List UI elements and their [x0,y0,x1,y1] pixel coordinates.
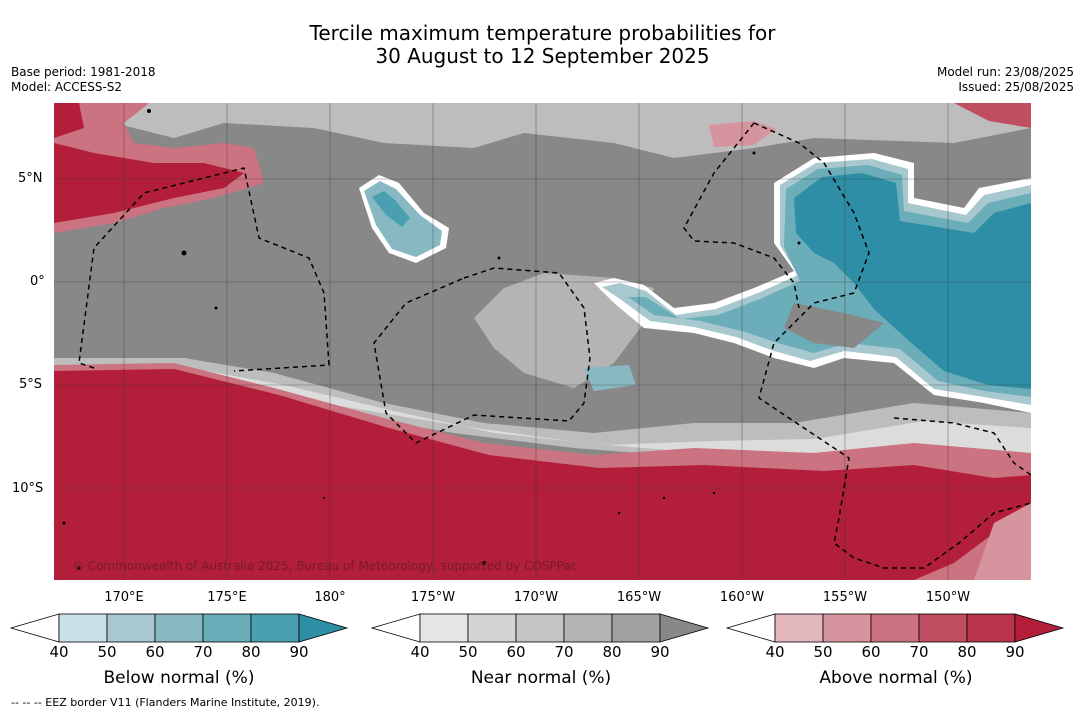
model-info: Base period: 1981-2018 Model: ACCESS-S2 [11,65,156,95]
tick-near-90: 90 [650,643,670,661]
tick-above-80: 80 [957,643,977,661]
lon-label-170e: 170°E [104,590,144,605]
graticule [54,103,1031,580]
legend-label-below: Below normal (%) [103,668,255,688]
lon-label-180: 180° [314,590,346,605]
tick-above-90: 90 [1005,643,1025,661]
near-normal-pale-south [54,365,1031,471]
lon-label-175e: 175°E [207,590,247,605]
below-normal-east-island [584,365,636,391]
lat-label-0: 0° [30,274,45,289]
title-line-1: Tercile maximum temperature probabilitie… [309,21,776,45]
colorbar-bin [106,613,156,643]
eez-border-west [78,167,330,372]
eez-border-southeast [893,417,1031,476]
below-normal-north-patch-core [372,191,410,227]
copyright-notice: © Commonwealth of Australia 2025, Bureau… [72,559,578,573]
lon-label-155w: 155°W [822,590,868,605]
tick-near-50: 50 [458,643,478,661]
tick-near-80: 80 [602,643,622,661]
colorbar-bin [154,613,204,643]
lon-label-165w: 165°W [616,590,662,605]
above-normal-northwest-edge [54,103,84,138]
colorbar-near-normal [371,613,710,643]
lat-label-5n: 5°N [18,171,43,186]
tick-below-70: 70 [193,643,213,661]
tick-above-60: 60 [861,643,881,661]
below-normal-east-core [794,173,1031,389]
above-normal-northeast [954,103,1031,128]
base-period: Base period: 1981-2018 [11,65,156,79]
run-info: Model run: 23/08/2025 Issued: 25/08/2025 [937,65,1074,95]
colorbar-extend-high [1014,613,1065,643]
lat-label-5s: 5°S [19,377,43,392]
eez-border-center [373,267,591,444]
lon-label-170w: 170°W [513,590,559,605]
above-normal-southeast-pale [974,503,1031,580]
tick-below-90: 90 [289,643,309,661]
eez-borders [78,122,1031,569]
colorbar-below-normal [10,613,349,643]
tick-above-50: 50 [813,643,833,661]
colorbar-bin [515,613,565,643]
colorbar-bin [870,613,920,643]
near-normal-light-center [474,273,654,388]
tick-below-50: 50 [97,643,117,661]
islands [62,109,801,570]
lat-label-10s: 10°S [12,481,44,496]
title-line-2: 30 August to 12 September 2025 [375,44,710,68]
lon-label-150w: 150°W [925,590,971,605]
colorbar-bin [611,613,661,643]
colorbar-extend-high [659,613,710,643]
above-normal-north-patch [709,121,776,147]
legend-label-near: Near normal (%) [470,668,612,688]
tick-below-60: 60 [145,643,165,661]
probability-map [54,103,1031,580]
tick-near-70: 70 [554,643,574,661]
white-contour-east [784,303,884,348]
colorbar-extend-high [298,613,349,643]
lon-label-160w: 160°W [719,590,765,605]
eez-footnote: -- -- -- EEZ border V11 (Flanders Marine… [11,696,320,709]
colorbar-bin [58,613,108,643]
tick-near-60: 60 [506,643,526,661]
legend-label-above: Above normal (%) [819,668,973,688]
colorbar-extend-low [371,613,421,643]
colorbar-extend-low [726,613,776,643]
colorbar-bin [774,613,824,643]
eez-border-east [753,122,1031,569]
colorbar-bin [563,613,613,643]
near-normal-light-north [114,103,1031,158]
lon-label-175w: 175°W [410,590,456,605]
colorbar-bin [202,613,252,643]
above-normal-northwest-core [54,143,244,223]
issued-date: Issued: 25/08/2025 [958,80,1074,94]
tick-near-40: 40 [410,643,430,661]
colorbar-bin [419,613,469,643]
above-normal-south-core [54,369,1031,580]
colorbar-bin [467,613,517,643]
tick-below-80: 80 [241,643,261,661]
colorbar-bin [822,613,872,643]
tick-below-40: 40 [49,643,69,661]
eez-border-north [683,122,800,309]
colorbar-extend-low [10,613,60,643]
model-run: Model run: 23/08/2025 [936,65,1074,79]
colorbar-above-normal [726,613,1065,643]
tick-above-70: 70 [909,643,929,661]
tick-above-40: 40 [765,643,785,661]
colorbar-bin [918,613,968,643]
model-name: Model: ACCESS-S2 [11,80,123,94]
colorbar-bin [966,613,1016,643]
colorbar-bin [250,613,300,643]
